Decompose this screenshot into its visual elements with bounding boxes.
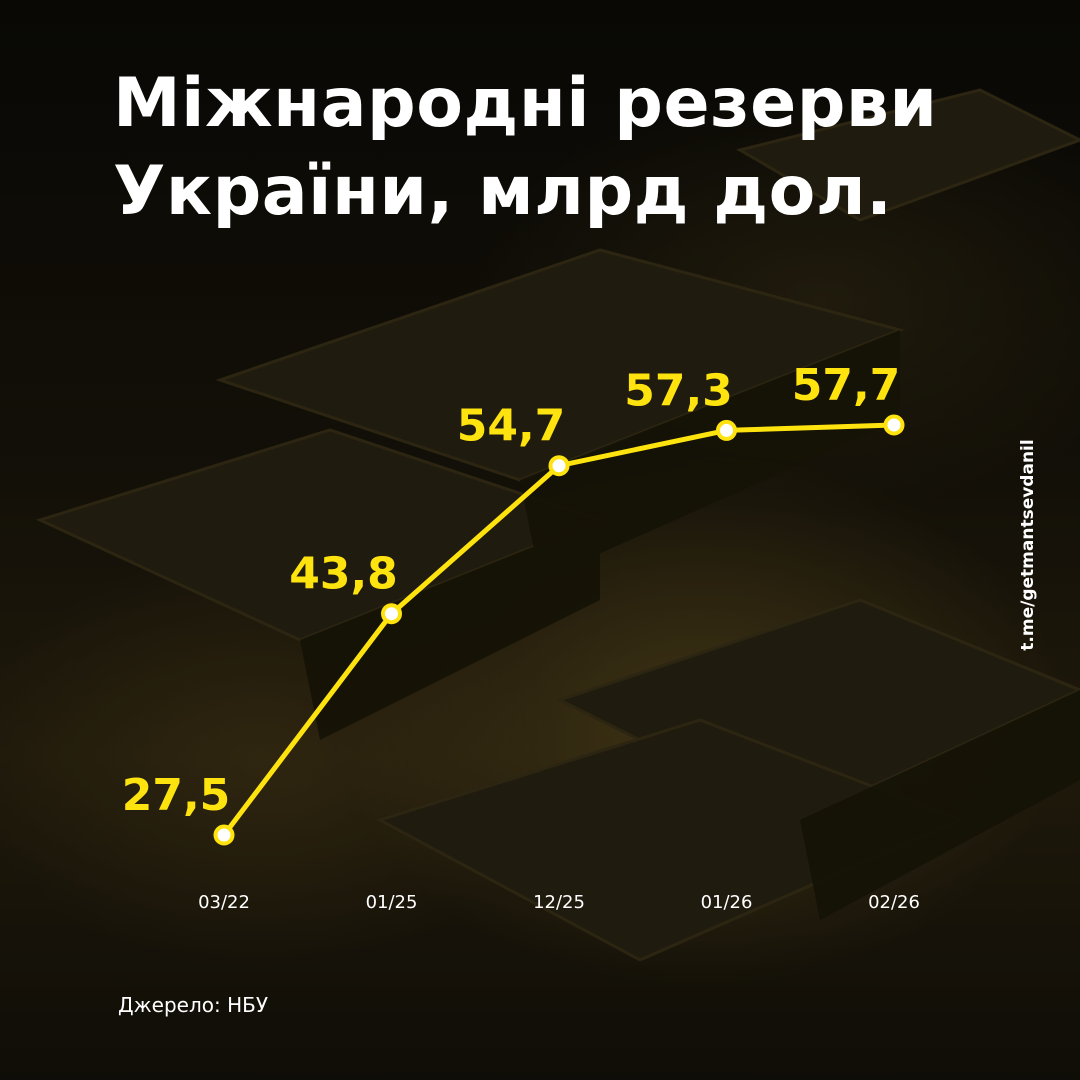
title-line-2: України, млрд дол. <box>113 152 893 231</box>
data-label-1: 27,5 <box>122 770 231 821</box>
gold-bar-shape <box>35 88 1080 962</box>
title-line-1: Міжнародні резерви <box>113 64 938 143</box>
x-tick-label-2: 01/25 <box>366 892 418 913</box>
x-tick-label-3: 12/25 <box>533 892 585 913</box>
data-label-2: 43,8 <box>289 549 398 600</box>
data-point-5 <box>883 414 905 436</box>
series-line <box>221 422 897 838</box>
data-label-4: 57,3 <box>624 365 733 416</box>
data-point-3 <box>548 455 570 477</box>
data-point-4 <box>716 419 737 441</box>
data-label-3: 54,7 <box>457 401 566 452</box>
data-point-2 <box>381 603 402 625</box>
data-label-5: 57,7 <box>792 360 901 411</box>
x-tick-label-1: 03/22 <box>198 892 250 913</box>
page-title: Міжнародні резерви України, млрд дол. <box>113 60 973 236</box>
source-note: Джерело: НБУ <box>118 993 269 1017</box>
data-point-1 <box>213 824 235 846</box>
x-tick-label-4: 01/26 <box>701 892 753 913</box>
channel-handle: t.me/getmantsevdanil <box>1018 439 1038 651</box>
x-tick-label-5: 02/26 <box>868 892 920 913</box>
